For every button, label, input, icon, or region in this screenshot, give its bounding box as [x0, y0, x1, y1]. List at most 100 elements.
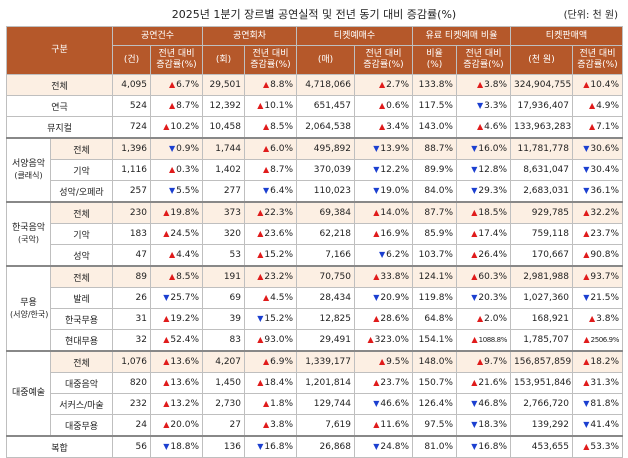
value-cell: 83 — [202, 329, 245, 352]
header-sub: 전년 대비 증감률(%) — [150, 45, 203, 75]
value-cell: 2,683,031 — [510, 180, 573, 203]
table-row: 뮤지컬 724 ▲10.2% 10,458 ▲8.5% 2,064,538 ▲3.4% 143… — [6, 116, 623, 139]
value-cell: 62,218 — [296, 223, 355, 245]
triangle-down-icon: ▼ — [583, 293, 590, 302]
value-cell: 84.0% — [412, 180, 457, 203]
value-cell: 1,744 — [202, 137, 245, 160]
value-cell: 129,744 — [296, 393, 355, 415]
triangle-up-icon: ▲ — [588, 122, 596, 131]
triangle-up-icon: ▲ — [471, 229, 478, 238]
change-cell: ▲26.4% — [456, 244, 511, 267]
value-cell: 133,963,283 — [510, 116, 573, 139]
table-row: 성악 47 ▲4.4% 53 ▲15.2% 7,166 ▼6.2% 103.7% ▲26.4% 1… — [7, 244, 623, 267]
change-cell: ▼16.8% — [244, 435, 297, 458]
triangle-up-icon: ▲ — [583, 378, 590, 387]
change-value: 46.6% — [380, 399, 409, 409]
change-value: 60.3% — [478, 272, 507, 282]
change-value: 17.4% — [478, 229, 507, 239]
header-group: 유료 티켓예매 비율 — [412, 26, 511, 46]
change-value: 5.5% — [176, 186, 199, 196]
value-cell: 759,118 — [510, 223, 573, 245]
table-row: 발레 26 ▼25.7% 69 ▲4.5% 28,434 ▼20.9% 119.8% ▼20.3… — [7, 287, 623, 309]
change-value: 6.2% — [386, 250, 409, 260]
change-cell: ▲4.6% — [456, 116, 511, 139]
triangle-up-icon: ▲ — [588, 314, 596, 323]
triangle-up-icon: ▲ — [583, 272, 590, 281]
change-value: 13.9% — [380, 144, 409, 154]
header-sub: 전년 대비 증감률(%) — [572, 45, 623, 75]
value-cell: 87.7% — [412, 201, 457, 224]
change-cell: ▲0.3% — [150, 159, 203, 181]
change-value: 20.0% — [170, 420, 199, 430]
change-value: 3.8% — [270, 420, 293, 430]
value-cell: 103.7% — [412, 244, 457, 267]
change-cell: ▼41.4% — [572, 414, 623, 437]
change-cell: ▲93.7% — [572, 265, 623, 288]
triangle-down-icon: ▼ — [373, 186, 380, 195]
change-cell: ▲4.4% — [150, 244, 203, 267]
change-cell: ▼15.2% — [244, 308, 297, 330]
triangle-up-icon: ▲ — [471, 250, 478, 259]
table-row: 서커스/마술 232 ▲13.2% 2,730 ▲1.8% 129,744 ▼46.6% 12… — [7, 393, 623, 415]
group-name: 한국음악 — [11, 223, 46, 233]
row-label: 뮤지컬 — [6, 116, 113, 139]
triangle-up-icon: ▲ — [262, 420, 270, 429]
triangle-up-icon: ▲ — [163, 208, 170, 217]
row-label: 전체 — [50, 137, 113, 160]
value-cell: 81.0% — [412, 435, 457, 458]
header-group: 티켓판매액 — [510, 26, 623, 46]
change-cell: ▼3.3% — [456, 95, 511, 117]
triangle-down-icon: ▼ — [471, 144, 478, 153]
triangle-down-icon: ▼ — [583, 144, 590, 153]
change-value: 4.5% — [270, 293, 293, 303]
change-cell: ▲24.5% — [150, 223, 203, 245]
value-cell: 651,457 — [296, 95, 355, 117]
change-value: 32.2% — [590, 208, 619, 218]
triangle-down-icon: ▼ — [168, 186, 176, 195]
triangle-up-icon: ▲ — [163, 122, 170, 131]
value-cell: 1,339,177 — [296, 350, 355, 373]
change-value: 33.8% — [380, 272, 409, 282]
value-cell: 8,631,047 — [510, 159, 573, 181]
triangle-down-icon: ▼ — [373, 399, 380, 408]
change-cell: ▼36.1% — [572, 180, 623, 203]
triangle-down-icon: ▼ — [471, 420, 478, 429]
triangle-down-icon: ▼ — [471, 186, 478, 195]
change-cell: ▲15.2% — [244, 244, 297, 267]
change-cell: ▲3.4% — [354, 116, 413, 139]
value-cell: 12,825 — [296, 308, 355, 330]
change-cell: ▼46.8% — [456, 393, 511, 415]
change-cell: ▲20.0% — [150, 414, 203, 437]
value-cell: 257 — [112, 180, 151, 203]
value-cell: 320 — [202, 223, 245, 245]
value-cell: 373 — [202, 201, 245, 224]
change-cell: ▼20.9% — [354, 287, 413, 309]
header-sub: (천 원) — [510, 45, 573, 75]
triangle-up-icon: ▲ — [471, 335, 478, 344]
change-value: 9.7% — [484, 357, 507, 367]
change-value: 8.8% — [270, 80, 293, 90]
triangle-up-icon: ▲ — [262, 293, 270, 302]
change-cell: ▼18.8% — [150, 435, 203, 458]
table-row: 대중예술 전체 1,076 ▲13.6% 4,207 ▲6.9% 1,339,177 ▲9.5… — [6, 350, 623, 437]
change-value: 29.3% — [478, 186, 507, 196]
change-value: 15.2% — [264, 314, 293, 324]
change-cell: ▼29.3% — [456, 180, 511, 203]
group-subname: (국악) — [18, 235, 39, 244]
row-label: 발레 — [50, 287, 113, 309]
change-value: 12.8% — [478, 165, 507, 175]
change-value: 18.3% — [478, 420, 507, 430]
row-label: 전체 — [6, 74, 113, 96]
table-row: 기악 183 ▲24.5% 320 ▲23.6% 62,218 ▲16.9% 85.9% ▲17… — [7, 223, 623, 245]
value-cell: 170,667 — [510, 244, 573, 267]
change-cell: ▲6.7% — [150, 74, 203, 96]
value-cell: 64.8% — [412, 308, 457, 330]
change-cell: ▲0.6% — [354, 95, 413, 117]
triangle-up-icon: ▲ — [262, 165, 270, 174]
change-value: 10.1% — [264, 101, 293, 111]
triangle-up-icon: ▲ — [373, 229, 380, 238]
header-group: 공연건수 — [112, 26, 203, 46]
change-cell: ▲10.4% — [572, 74, 623, 96]
change-value: 18.4% — [264, 378, 293, 388]
table-row: 대중음악 820 ▲13.6% 1,450 ▲18.4% 1,201,814 ▲23.7% 1… — [7, 372, 623, 394]
